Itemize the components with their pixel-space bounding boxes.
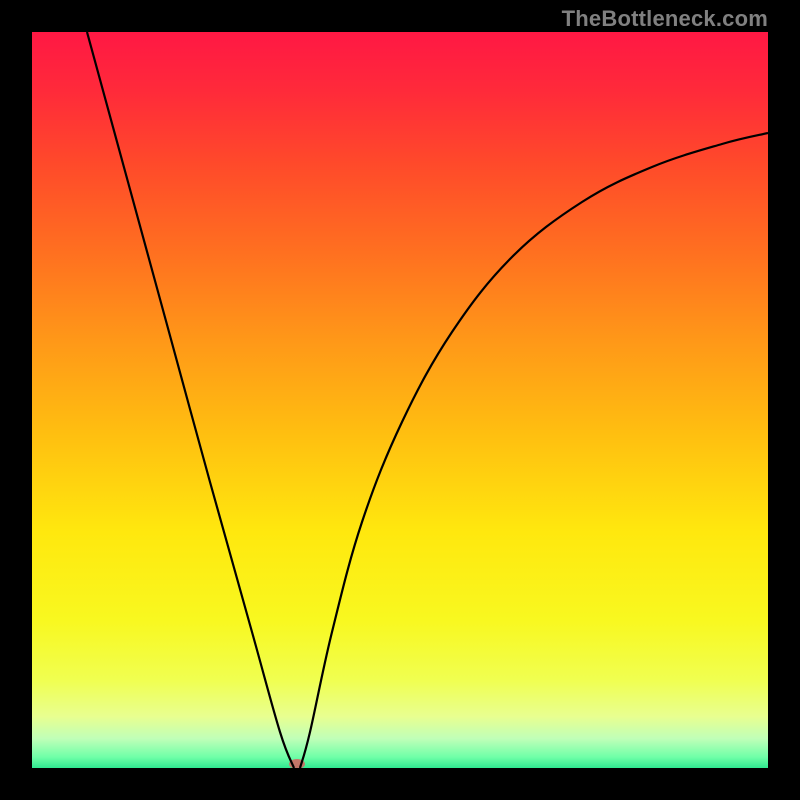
curve-left-branch	[87, 32, 294, 768]
curve-layer	[32, 32, 768, 768]
curve-right-branch	[300, 133, 768, 768]
watermark-text: TheBottleneck.com	[562, 6, 768, 32]
chart-frame: TheBottleneck.com	[0, 0, 800, 800]
plot-area	[32, 32, 768, 768]
